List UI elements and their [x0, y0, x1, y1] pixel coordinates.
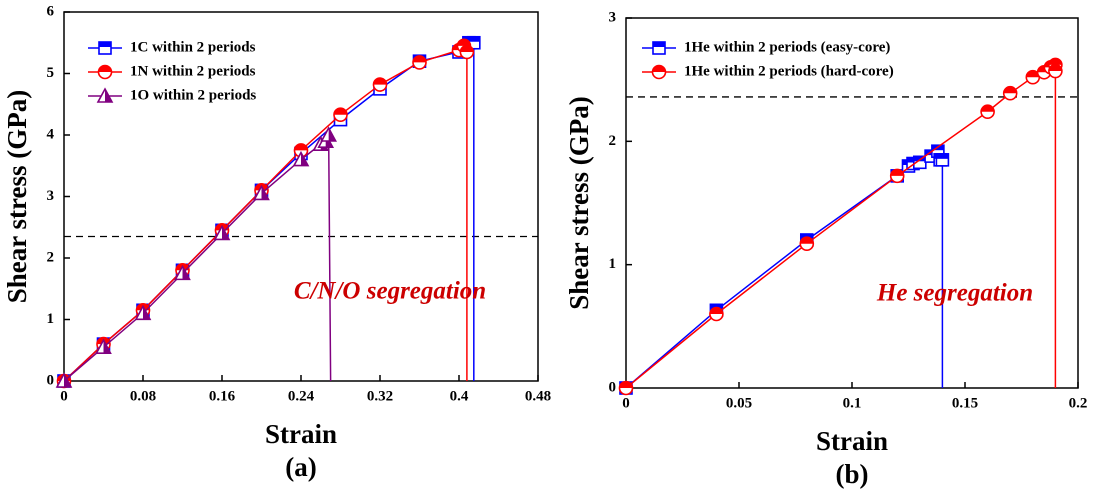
marker-fill: [182, 266, 190, 280]
marker-fill: [105, 89, 112, 102]
data-point: [1002, 85, 1018, 101]
legend-marker: [96, 87, 114, 103]
marker-fill: [1048, 58, 1062, 65]
x-tick-label: 0.24: [288, 388, 315, 404]
marker-fill: [619, 381, 633, 388]
y-tick-label: 0: [47, 372, 55, 388]
marker-fill: [328, 128, 336, 141]
marker-fill: [334, 108, 347, 115]
data-point: [174, 264, 191, 281]
legend-label: 1He within 2 periods (hard-core): [684, 63, 894, 79]
x-tick-label: 0.08: [130, 388, 156, 404]
marker-fill: [143, 306, 150, 320]
y-tick-label: 1: [609, 256, 617, 272]
x-tick-label: 0: [60, 388, 68, 404]
data-point: [412, 55, 427, 70]
marker-fill: [98, 65, 112, 72]
marker-fill: [653, 42, 665, 47]
x-tick-label: 0.48: [525, 388, 551, 404]
marker-fill: [457, 39, 471, 46]
y-axis-label: Shear stress (GPa): [2, 90, 32, 303]
data-point: [889, 168, 905, 184]
legend-marker: [98, 41, 112, 55]
panel-label: (a): [285, 452, 316, 482]
y-tick-label: 4: [47, 126, 55, 142]
data-point: [618, 380, 634, 396]
marker-fill: [99, 42, 111, 47]
y-tick-label: 3: [609, 9, 617, 25]
y-tick-label: 2: [609, 133, 617, 149]
annotation: He segregation: [876, 280, 1033, 307]
marker-fill: [652, 65, 666, 72]
marker-fill: [294, 143, 308, 151]
marker-fill: [64, 374, 71, 387]
data-point: [134, 304, 152, 321]
x-tick-label: 0.16: [209, 388, 236, 404]
marker-fill: [936, 153, 949, 159]
marker-fill: [1048, 64, 1062, 72]
marker-fill: [467, 36, 480, 42]
marker-fill: [460, 45, 474, 52]
data-point: [333, 107, 348, 123]
x-tick-label: 0.15: [952, 395, 978, 411]
y-tick-label: 6: [47, 3, 55, 19]
data-point: [293, 143, 309, 158]
marker-fill: [1003, 86, 1017, 94]
marker-fill: [1026, 70, 1040, 78]
data-point: [55, 372, 73, 388]
series-line: [63, 42, 475, 382]
data-point: [1048, 63, 1063, 79]
legend-label: 1C within 2 periods: [130, 39, 256, 55]
x-tick-label: 0.05: [726, 395, 752, 411]
marker-fill: [981, 105, 995, 112]
data-point: [292, 150, 310, 167]
legend-label: 1O within 2 periods: [130, 87, 256, 103]
y-tick-label: 0: [609, 379, 617, 395]
x-tick-label: 0.2: [1069, 395, 1088, 411]
y-axis-label: Shear stress (GPa): [564, 96, 594, 309]
panel-label: (b): [836, 459, 869, 489]
annotation: C/N/O segregation: [294, 278, 486, 305]
legend-label: 1He within 2 periods (easy-core): [684, 39, 890, 55]
marker-fill: [413, 55, 426, 63]
data-point: [320, 126, 337, 142]
x-axis-label: Strain: [265, 419, 337, 449]
data-point: [980, 104, 995, 120]
legend-marker: [652, 41, 666, 55]
x-tick-label: 0.1: [843, 395, 862, 411]
y-tick-label: 2: [47, 249, 55, 265]
marker-fill: [913, 156, 926, 162]
data-point: [709, 306, 724, 322]
x-tick-label: 0.32: [367, 388, 393, 404]
marker-fill: [709, 307, 723, 314]
x-axis-label: Strain: [816, 426, 888, 456]
x-tick-label: 0.4: [450, 388, 469, 404]
marker-fill: [222, 226, 229, 240]
data-point: [799, 236, 815, 251]
data-point: [213, 224, 231, 241]
series-line: [625, 149, 944, 389]
data-point: [459, 44, 475, 60]
data-point: [372, 77, 388, 92]
data-point: [253, 184, 270, 201]
marker-fill: [890, 169, 904, 176]
y-tick-label: 5: [47, 65, 55, 81]
legend-marker: [651, 64, 667, 80]
marker-fill: [800, 237, 814, 244]
x-tick-label: 0: [622, 395, 630, 411]
y-tick-label: 1: [47, 311, 55, 327]
y-tick-label: 3: [47, 188, 55, 204]
data-point: [935, 153, 950, 167]
series-line: [63, 44, 468, 382]
legend-marker: [97, 64, 113, 80]
marker-fill: [301, 152, 308, 166]
data-point: [95, 338, 112, 354]
marker-fill: [103, 340, 111, 354]
marker-fill: [261, 186, 269, 200]
marker-fill: [373, 78, 387, 85]
legend-label: 1N within 2 periods: [130, 63, 256, 79]
